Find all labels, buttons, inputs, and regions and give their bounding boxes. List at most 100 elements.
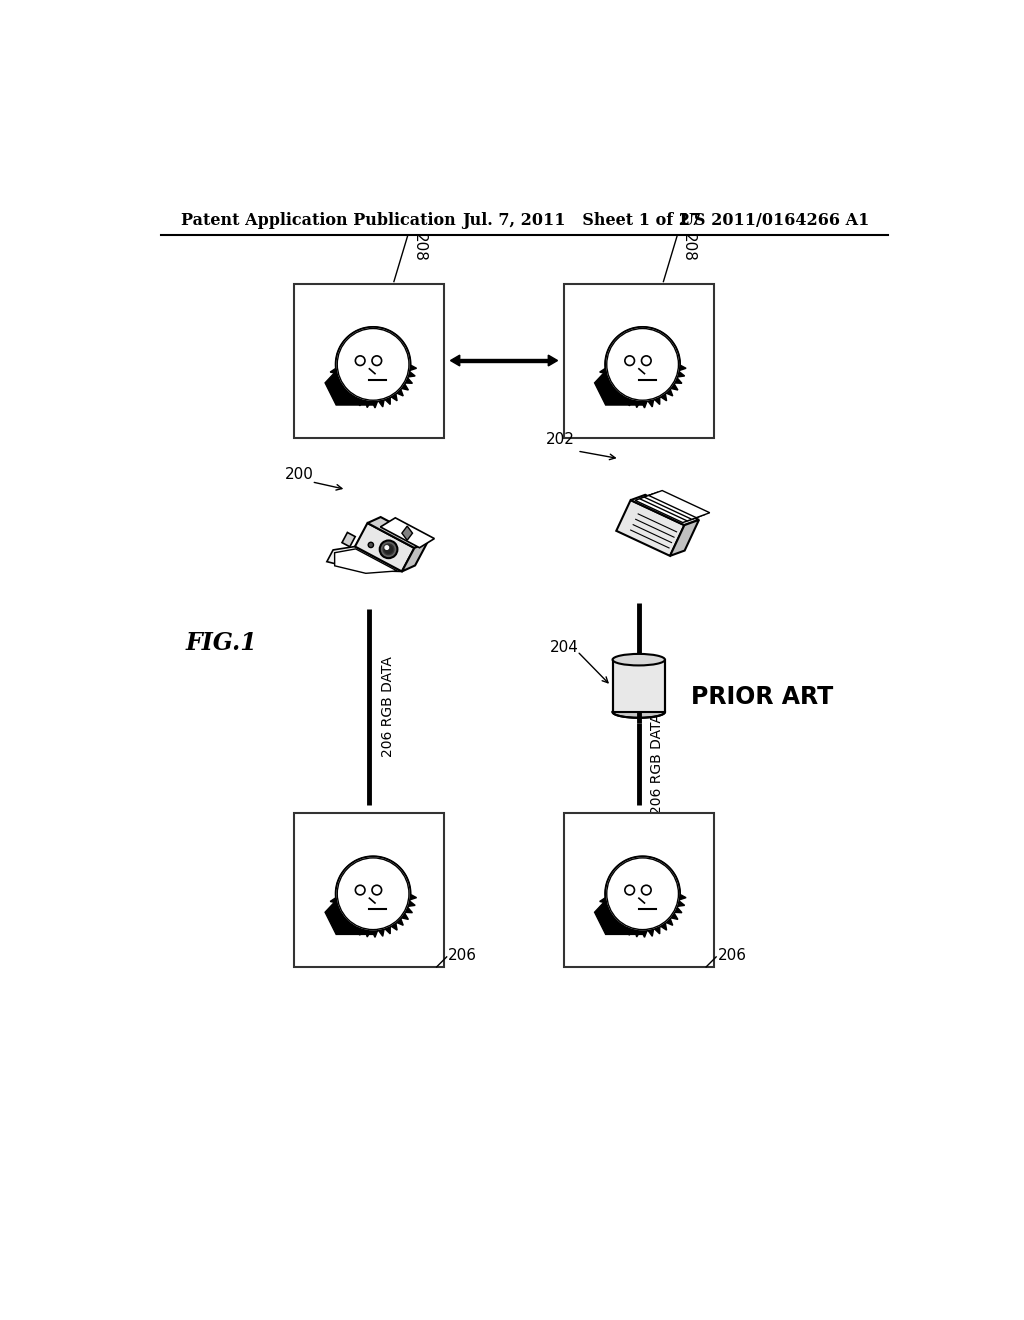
Polygon shape xyxy=(644,492,706,519)
Circle shape xyxy=(625,886,635,895)
Polygon shape xyxy=(325,326,411,405)
Polygon shape xyxy=(631,495,699,525)
Polygon shape xyxy=(390,393,397,401)
Polygon shape xyxy=(332,374,340,380)
Polygon shape xyxy=(622,924,629,932)
Circle shape xyxy=(625,356,635,366)
Bar xyxy=(563,813,714,966)
Polygon shape xyxy=(401,543,428,572)
Polygon shape xyxy=(609,915,617,923)
Polygon shape xyxy=(358,927,365,935)
Text: 202: 202 xyxy=(547,432,575,447)
Circle shape xyxy=(337,329,409,400)
Polygon shape xyxy=(595,326,680,405)
Circle shape xyxy=(336,327,410,401)
Text: Jul. 7, 2011   Sheet 1 of 27: Jul. 7, 2011 Sheet 1 of 27 xyxy=(462,211,700,228)
Text: 204: 204 xyxy=(550,640,580,655)
Polygon shape xyxy=(640,494,700,521)
Circle shape xyxy=(641,886,651,895)
Polygon shape xyxy=(327,546,401,572)
Ellipse shape xyxy=(612,706,665,718)
Polygon shape xyxy=(670,383,678,389)
Polygon shape xyxy=(605,909,613,916)
Polygon shape xyxy=(330,367,338,374)
Polygon shape xyxy=(355,523,415,572)
Polygon shape xyxy=(615,391,623,399)
Circle shape xyxy=(605,857,680,931)
Polygon shape xyxy=(609,385,617,393)
Circle shape xyxy=(641,356,651,366)
Polygon shape xyxy=(659,393,667,401)
Text: 206 RGB DATA: 206 RGB DATA xyxy=(650,714,665,814)
Polygon shape xyxy=(602,374,610,380)
Circle shape xyxy=(372,886,382,895)
Polygon shape xyxy=(648,491,710,517)
Polygon shape xyxy=(330,896,338,903)
Circle shape xyxy=(607,329,679,400)
Circle shape xyxy=(607,858,679,929)
Polygon shape xyxy=(600,367,607,374)
Bar xyxy=(612,660,665,711)
Polygon shape xyxy=(352,924,358,932)
Polygon shape xyxy=(365,929,372,937)
Polygon shape xyxy=(384,925,390,933)
Bar xyxy=(294,284,444,437)
Text: 206: 206 xyxy=(449,948,477,962)
Polygon shape xyxy=(635,495,696,523)
Text: US 2011/0164266 A1: US 2011/0164266 A1 xyxy=(680,211,869,228)
Polygon shape xyxy=(678,364,686,371)
Polygon shape xyxy=(653,396,659,404)
Polygon shape xyxy=(395,388,403,396)
Polygon shape xyxy=(332,903,340,909)
Polygon shape xyxy=(647,928,653,936)
Text: FIG.1: FIG.1 xyxy=(186,631,258,656)
Polygon shape xyxy=(409,894,417,900)
Polygon shape xyxy=(678,894,686,900)
Polygon shape xyxy=(602,903,610,909)
Polygon shape xyxy=(352,395,358,403)
Polygon shape xyxy=(404,378,413,383)
Polygon shape xyxy=(600,896,607,903)
Polygon shape xyxy=(616,500,684,556)
Polygon shape xyxy=(336,380,344,387)
Bar xyxy=(294,813,444,966)
Text: 208: 208 xyxy=(412,232,427,261)
Polygon shape xyxy=(674,378,682,383)
Ellipse shape xyxy=(612,653,665,665)
Polygon shape xyxy=(409,364,417,371)
Circle shape xyxy=(337,858,409,929)
Circle shape xyxy=(605,327,680,401)
Polygon shape xyxy=(378,928,384,936)
Polygon shape xyxy=(365,400,372,408)
Polygon shape xyxy=(400,912,409,920)
Text: 200: 200 xyxy=(285,466,313,482)
Polygon shape xyxy=(407,371,415,378)
Polygon shape xyxy=(390,923,397,931)
Polygon shape xyxy=(342,532,355,546)
Polygon shape xyxy=(615,920,623,928)
Polygon shape xyxy=(340,915,348,923)
Polygon shape xyxy=(635,929,641,937)
Polygon shape xyxy=(400,383,409,389)
Circle shape xyxy=(336,857,410,931)
Polygon shape xyxy=(666,917,673,925)
Polygon shape xyxy=(641,929,647,937)
Polygon shape xyxy=(340,385,348,393)
Text: 208: 208 xyxy=(681,232,696,261)
Polygon shape xyxy=(659,923,667,931)
Polygon shape xyxy=(395,917,403,925)
Text: 206 RGB DATA: 206 RGB DATA xyxy=(381,656,395,758)
Polygon shape xyxy=(622,395,629,403)
Polygon shape xyxy=(653,925,659,933)
Polygon shape xyxy=(605,380,613,387)
Polygon shape xyxy=(629,927,635,935)
Polygon shape xyxy=(548,355,557,366)
Circle shape xyxy=(369,543,374,548)
Polygon shape xyxy=(380,517,434,548)
Polygon shape xyxy=(372,929,378,937)
Polygon shape xyxy=(346,391,353,399)
Polygon shape xyxy=(401,527,413,540)
Polygon shape xyxy=(629,397,635,405)
Bar xyxy=(460,359,548,363)
Polygon shape xyxy=(335,549,397,573)
